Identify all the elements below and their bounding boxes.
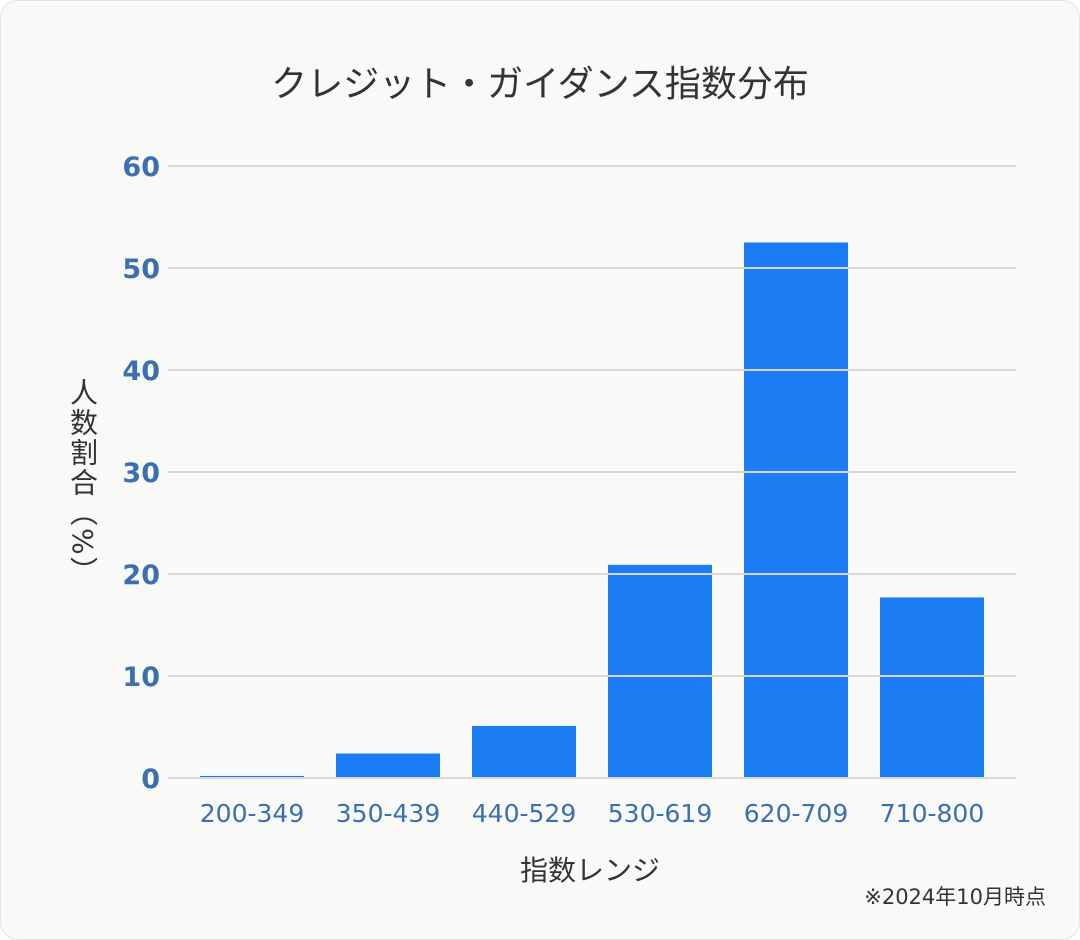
- y-tick-label: 50: [122, 254, 160, 285]
- date-note: ※2024年10月時点: [864, 885, 1046, 909]
- x-tick-label: 200-349: [200, 799, 304, 828]
- y-tick-label: 10: [122, 662, 160, 693]
- x-tick-label: 350-439: [336, 799, 440, 828]
- bar-440-529: [472, 725, 576, 778]
- x-tick-label: 440-529: [472, 799, 576, 828]
- chart-title: クレジット・ガイダンス指数分布: [271, 64, 809, 105]
- y-tick-label: 20: [122, 560, 160, 591]
- bar-710-800: [880, 597, 984, 778]
- bar-350-439: [336, 753, 440, 778]
- y-axis-label: 人数割合（%）: [66, 378, 99, 587]
- y-tick-label: 60: [122, 152, 160, 183]
- bar-530-619: [608, 564, 712, 778]
- x-tick-label: 530-619: [608, 799, 712, 828]
- x-tick-label: 620-709: [744, 799, 848, 828]
- y-tick-label: 0: [141, 764, 160, 795]
- x-axis-label: 指数レンジ: [520, 854, 660, 887]
- y-tick-label: 40: [122, 356, 160, 387]
- bar-200-349: [200, 775, 304, 778]
- x-tick-label: 710-800: [880, 799, 984, 828]
- bar-620-709: [744, 242, 848, 778]
- y-tick-label: 30: [122, 458, 160, 489]
